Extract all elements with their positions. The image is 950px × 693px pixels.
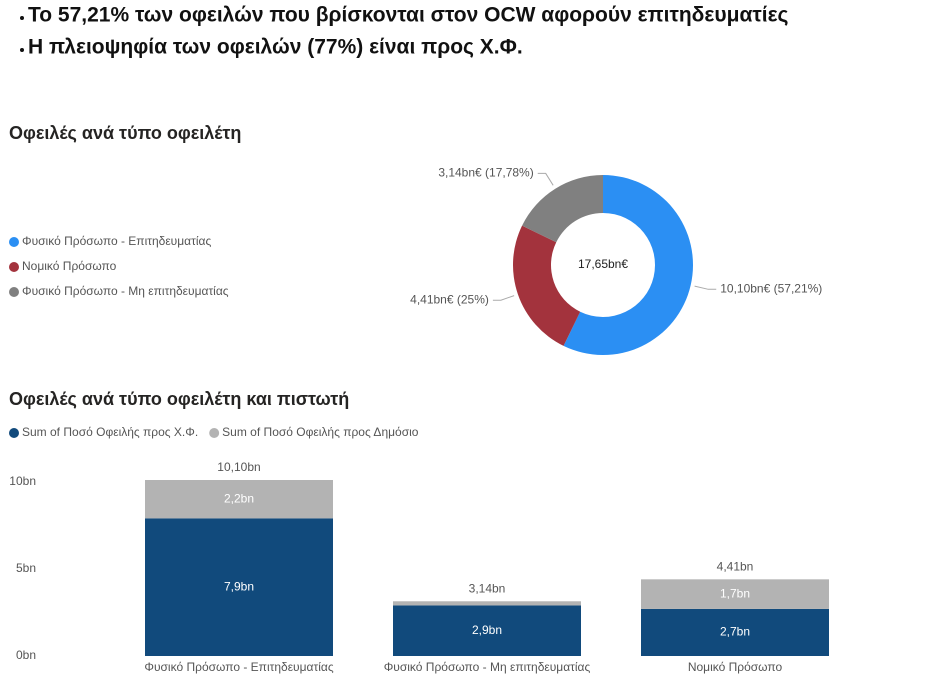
donut-slice: [522, 175, 603, 243]
headline: Η πλειοψηφία των οφειλών (77%) είναι προ…: [28, 36, 523, 59]
legend-label: Sum of Ποσό Οφειλής προς Χ.Φ.: [22, 425, 198, 439]
donut-slice: [563, 175, 693, 355]
legend-marker: [209, 428, 220, 438]
legend-label: Φυσικό Πρόσωπο - Μη επιτηδευματίας: [22, 284, 229, 298]
data-label: 7,9bn: [224, 579, 254, 593]
chart-title: Οφειλές ανά τύπο οφειλέτη και πιστωτή: [9, 389, 349, 409]
bar-segment: [393, 601, 581, 606]
data-label: 4,41bn€ (25%): [410, 292, 489, 306]
total-label: 10,10bn: [217, 460, 260, 474]
bullet: [20, 48, 24, 52]
donut-slice: [512, 225, 581, 346]
leader-line: [537, 172, 554, 186]
total-label: 4,41bn: [717, 559, 754, 573]
data-label: 2,2bn: [224, 491, 254, 505]
leader-line: [694, 285, 717, 290]
x-tick-label: Νομικό Πρόσωπο: [688, 660, 783, 674]
data-label: 1,7bn: [720, 586, 750, 600]
bar-segment: [145, 480, 333, 519]
legend-label: Sum of Ποσό Οφειλής προς Δημόσιο: [222, 425, 419, 439]
legend-marker: [9, 237, 19, 247]
bar-segment: [641, 608, 829, 656]
y-tick-label: 10bn: [9, 474, 36, 488]
x-tick-label: Φυσικό Πρόσωπο - Επιτηδευματίας: [144, 660, 333, 674]
bar-segment: [393, 605, 581, 656]
x-tick-label: Φυσικό Πρόσωπο - Μη επιτηδευματίας: [384, 660, 591, 674]
headline: Το 57,21% των οφειλών που βρίσκονται στο…: [28, 4, 789, 27]
data-label: 3,14bn€ (17,78%): [438, 166, 533, 180]
legend-label: Φυσικό Πρόσωπο - Επιτηδευματίας: [22, 234, 211, 248]
y-tick-label: 0bn: [16, 648, 36, 662]
chart-title: Οφειλές ανά τύπο οφειλέτη: [9, 123, 241, 143]
data-label: 2,9bn: [472, 623, 502, 637]
y-tick-label: 5bn: [16, 561, 36, 575]
legend-marker: [9, 287, 19, 297]
bullet: [20, 16, 24, 20]
legend-marker: [9, 428, 19, 438]
bar-segment: [145, 518, 333, 656]
total-label: 3,14bn: [469, 581, 506, 595]
leader-line: [492, 295, 515, 301]
legend-label: Νομικό Πρόσωπο: [22, 259, 117, 273]
data-label: 2,7bn: [720, 625, 750, 639]
legend-marker: [9, 262, 19, 272]
center-label: 17,65bn€: [578, 257, 628, 271]
data-label: 10,10bn€ (57,21%): [720, 281, 822, 295]
bar-segment: [641, 579, 829, 609]
